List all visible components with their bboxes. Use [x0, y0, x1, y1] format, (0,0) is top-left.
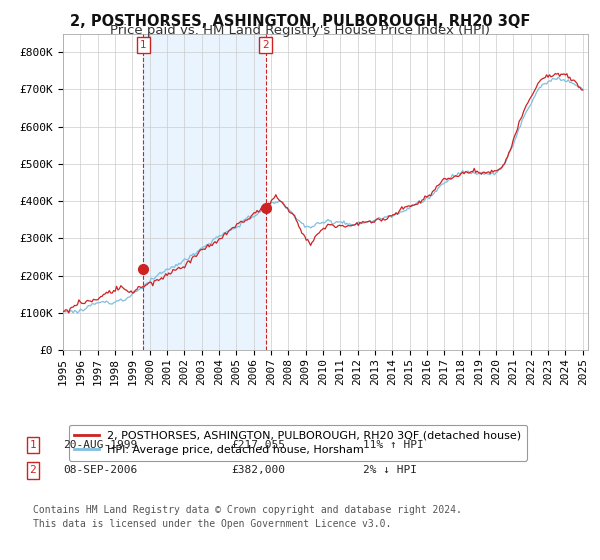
Bar — [143, 34, 266, 350]
Text: 1: 1 — [29, 440, 37, 450]
Text: 2: 2 — [262, 40, 269, 50]
Text: 1: 1 — [140, 40, 147, 50]
Text: Price paid vs. HM Land Registry's House Price Index (HPI): Price paid vs. HM Land Registry's House … — [110, 24, 490, 36]
Text: 2: 2 — [29, 465, 37, 475]
Text: 11% ↑ HPI: 11% ↑ HPI — [363, 440, 424, 450]
Text: 2% ↓ HPI: 2% ↓ HPI — [363, 465, 417, 475]
Text: 2, POSTHORSES, ASHINGTON, PULBOROUGH, RH20 3QF: 2, POSTHORSES, ASHINGTON, PULBOROUGH, RH… — [70, 14, 530, 29]
Text: 08-SEP-2006: 08-SEP-2006 — [63, 465, 137, 475]
Legend: 2, POSTHORSES, ASHINGTON, PULBOROUGH, RH20 3QF (detached house), HPI: Average pr: 2, POSTHORSES, ASHINGTON, PULBOROUGH, RH… — [68, 425, 527, 461]
Text: £382,000: £382,000 — [231, 465, 285, 475]
Text: 20-AUG-1999: 20-AUG-1999 — [63, 440, 137, 450]
Text: £217,055: £217,055 — [231, 440, 285, 450]
Text: Contains HM Land Registry data © Crown copyright and database right 2024.
This d: Contains HM Land Registry data © Crown c… — [33, 505, 462, 529]
